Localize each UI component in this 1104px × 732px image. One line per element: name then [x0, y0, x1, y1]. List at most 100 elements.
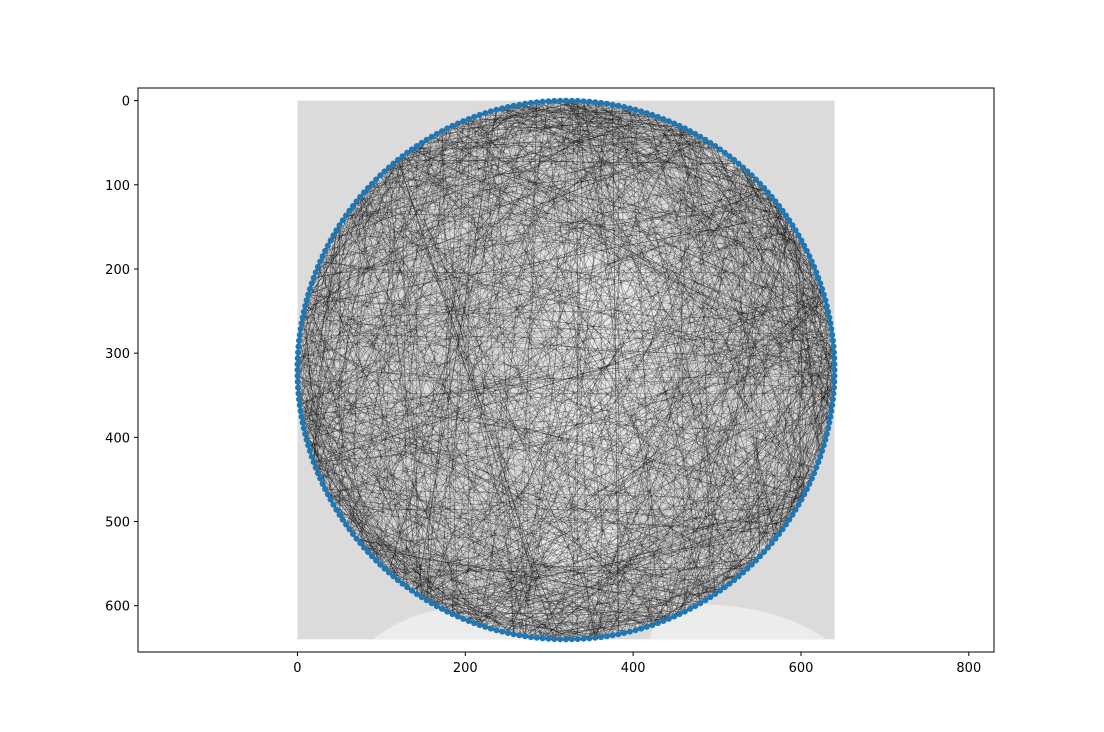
nail-point: [493, 106, 500, 113]
nail-point: [702, 597, 709, 604]
nail-point: [303, 436, 310, 443]
nail-point: [676, 122, 683, 129]
nail-point: [820, 442, 827, 449]
nail-point: [454, 613, 461, 620]
nail-point: [638, 625, 645, 632]
nail-point: [665, 615, 672, 622]
nail-point: [294, 355, 301, 362]
nail-point: [551, 636, 558, 643]
nail-point: [303, 297, 310, 304]
y-tick-label: 500: [105, 516, 130, 531]
nail-point: [353, 535, 360, 542]
nail-point: [381, 565, 388, 572]
nail-point: [772, 535, 779, 542]
nail-point: [726, 153, 733, 160]
nail-point: [545, 98, 552, 105]
nail-point: [752, 557, 759, 564]
nail-point: [811, 470, 818, 477]
nail-point: [557, 636, 564, 643]
nail-point: [365, 185, 372, 192]
nail-point: [665, 118, 672, 125]
nail-point: [533, 99, 540, 106]
nail-point: [349, 530, 356, 537]
nail-point: [609, 101, 616, 108]
nail-point: [385, 569, 392, 576]
nail-point: [825, 425, 832, 432]
nail-point: [654, 620, 661, 627]
nail-point: [465, 115, 472, 122]
nail-point: [314, 263, 321, 270]
nail-point: [510, 102, 517, 109]
nail-point: [748, 561, 755, 568]
nail-point: [476, 622, 483, 629]
nail-point: [621, 104, 628, 111]
nail-point: [823, 431, 830, 438]
nail-point: [295, 343, 302, 350]
nail-point: [302, 302, 309, 309]
nail-point: [827, 320, 834, 327]
nail-point: [735, 160, 742, 167]
nail-point: [815, 459, 822, 466]
nail-point: [830, 384, 837, 391]
nail-point: [413, 590, 420, 597]
nail-point: [312, 269, 319, 276]
nail-point: [697, 600, 704, 607]
nail-point: [339, 217, 346, 224]
nail-point: [444, 125, 451, 132]
nail-point: [764, 189, 771, 196]
nail-point: [721, 584, 728, 591]
y-tick-label: 0: [122, 95, 130, 110]
nail-point: [333, 506, 340, 513]
nail-point: [499, 105, 506, 112]
nail-point: [322, 247, 329, 254]
nail-point: [557, 97, 564, 104]
nail-point: [408, 146, 415, 153]
nail-point: [786, 516, 793, 523]
nail-point: [399, 153, 406, 160]
nail-point: [404, 584, 411, 591]
nail-point: [721, 149, 728, 156]
nail-point: [404, 149, 411, 156]
nail-point: [830, 390, 837, 397]
nail-point: [735, 573, 742, 580]
nail-point: [782, 212, 789, 219]
nail-point: [294, 367, 301, 373]
nail-point: [294, 378, 301, 385]
nail-point: [815, 274, 822, 281]
nail-point: [482, 110, 489, 117]
nail-point: [748, 172, 755, 179]
nail-point: [603, 100, 610, 107]
y-tick-label: 400: [105, 431, 130, 446]
nail-point: [449, 611, 456, 618]
nail-point: [731, 577, 738, 584]
nail-point: [390, 573, 397, 580]
nail-point: [317, 475, 324, 482]
nail-point: [449, 122, 456, 129]
nail-point: [776, 203, 783, 210]
nail-point: [801, 491, 808, 498]
nail-point: [444, 608, 451, 615]
nail-point: [717, 146, 724, 153]
x-tick-label: 400: [621, 661, 646, 676]
nail-point: [399, 580, 406, 587]
nail-point: [813, 269, 820, 276]
nail-point: [819, 285, 826, 292]
nail-point: [460, 615, 467, 622]
nail-point: [327, 496, 334, 503]
nail-point: [586, 98, 593, 105]
nail-point: [365, 548, 372, 555]
nail-point: [361, 189, 368, 196]
nail-point: [789, 511, 796, 518]
y-axis: 0 100 200 300 400 500 600: [105, 95, 138, 615]
nail-point: [568, 97, 575, 104]
nail-point: [760, 548, 767, 555]
nail-point: [707, 594, 714, 601]
nail-point: [830, 349, 837, 356]
nail-point: [336, 222, 343, 229]
nail-point: [632, 627, 639, 634]
nail-point: [504, 629, 511, 636]
nail-point: [539, 98, 546, 105]
x-axis: 0 200 400 600 800: [293, 652, 981, 676]
y-tick-label: 200: [105, 263, 130, 278]
nail-point: [831, 361, 838, 368]
